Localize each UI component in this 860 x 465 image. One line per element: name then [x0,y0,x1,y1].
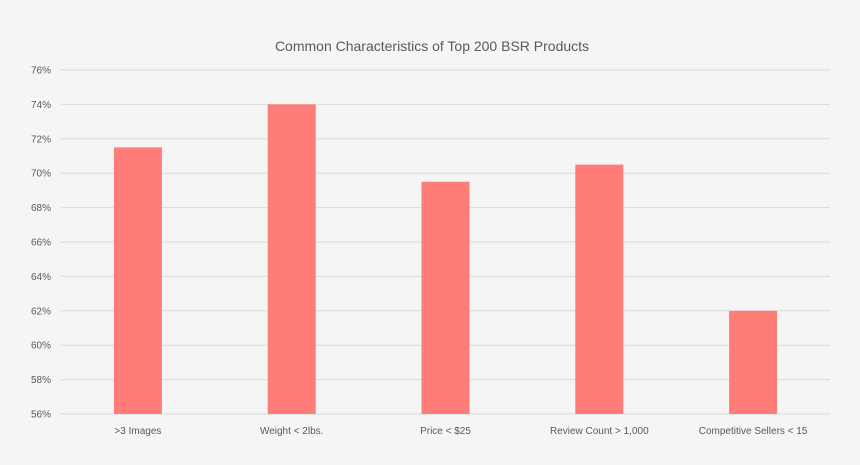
chart-title: Common Characteristics of Top 200 BSR Pr… [275,38,589,54]
y-tick-label: 58% [31,375,51,386]
bar [575,164,624,414]
y-tick-label: 72% [31,134,51,145]
y-tick-label: 62% [31,306,51,317]
y-tick-label: 70% [31,169,51,180]
y-tick-label: 76% [31,66,51,77]
x-tick-label: Price < $25 [420,426,471,437]
y-tick-label: 68% [31,203,51,214]
y-tick-label: 60% [31,341,51,352]
y-tick-label: 56% [31,410,51,421]
x-tick-label: Weight < 2lbs. [260,426,323,437]
y-tick-label: 64% [31,272,51,283]
y-axis-tick-labels: 56% 58% 60% 62% 64% 66% 68% 70% 72% 74% 76% [31,66,51,421]
x-tick-label: Competitive Sellers < 15 [699,426,808,437]
bar [113,147,162,414]
x-axis-tick-labels: >3 Images Weight < 2lbs. Price < $25 Review… [114,426,807,437]
bar [267,104,316,415]
bar [729,310,778,414]
bars [113,104,778,415]
y-tick-label: 66% [31,238,51,249]
bar [421,181,470,414]
y-tick-label: 74% [31,100,51,111]
x-tick-label: Review Count > 1,000 [550,426,649,437]
x-tick-label: >3 Images [114,426,161,437]
